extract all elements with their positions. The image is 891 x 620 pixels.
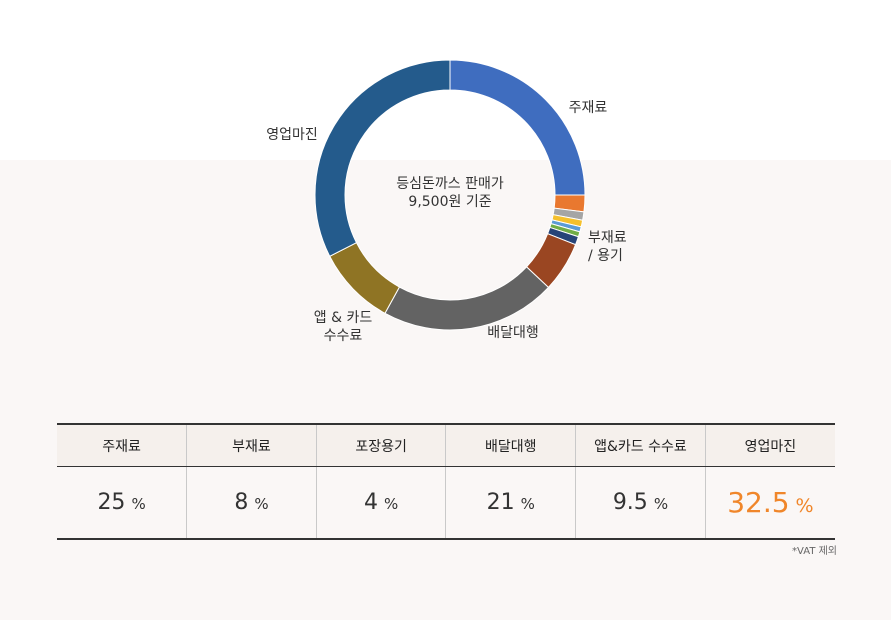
donut-slice <box>449 59 586 196</box>
center-label: 등심돈까스 판매가 9,500원 기준 <box>396 176 504 210</box>
value-cell: 32.5% <box>704 466 835 540</box>
header-cell: 영업마진 <box>704 423 835 467</box>
slice-label: 주재료 <box>569 100 608 116</box>
slice-label: 영업마진 <box>266 127 318 143</box>
value-cell: 4% <box>315 466 446 540</box>
unit: % <box>520 495 535 513</box>
unit: % <box>384 495 399 513</box>
value: 4 <box>364 490 378 515</box>
value-row: 25% 8% 4% 21% 9.5% 32.5% <box>57 466 835 540</box>
value: 32.5 <box>727 486 790 519</box>
unit: % <box>131 495 146 513</box>
slice-label: 앱 & 카드 수수료 <box>314 310 373 344</box>
note: *VAT 제외 <box>792 546 837 557</box>
header-cell: 앱&카드 수수료 <box>575 423 706 467</box>
slice-label: 부재료 / 용기 <box>588 230 627 264</box>
header-row: 주재료 부재료 포장용기 배달대행 앱&카드 수수료 영업마진 <box>57 423 835 467</box>
header-cell: 포장용기 <box>315 423 446 467</box>
value: 21 <box>486 490 515 515</box>
unit: % <box>653 495 669 513</box>
header-cell: 주재료 <box>57 423 187 467</box>
value: 9.5 <box>612 490 648 515</box>
value-cell: 25% <box>57 466 187 540</box>
background <box>0 160 891 620</box>
donut-slice <box>384 266 550 331</box>
cost-table: 주재료 부재료 포장용기 배달대행 앱&카드 수수료 영업마진 25% 8% 4% 21% 9.5… <box>57 423 835 540</box>
header-cell: 배달대행 <box>445 423 576 467</box>
unit: % <box>254 495 269 513</box>
value: 8 <box>234 490 249 515</box>
donut-slice <box>314 59 451 257</box>
slice-label: 배달대행 <box>487 325 539 341</box>
value-cell: 21% <box>445 466 576 540</box>
value-cell: 9.5% <box>575 466 706 540</box>
value-cell: 8% <box>186 466 317 540</box>
unit: % <box>795 495 814 517</box>
header-cell: 부재료 <box>186 423 317 467</box>
value: 25 <box>97 490 126 515</box>
donut-slice <box>329 241 401 314</box>
